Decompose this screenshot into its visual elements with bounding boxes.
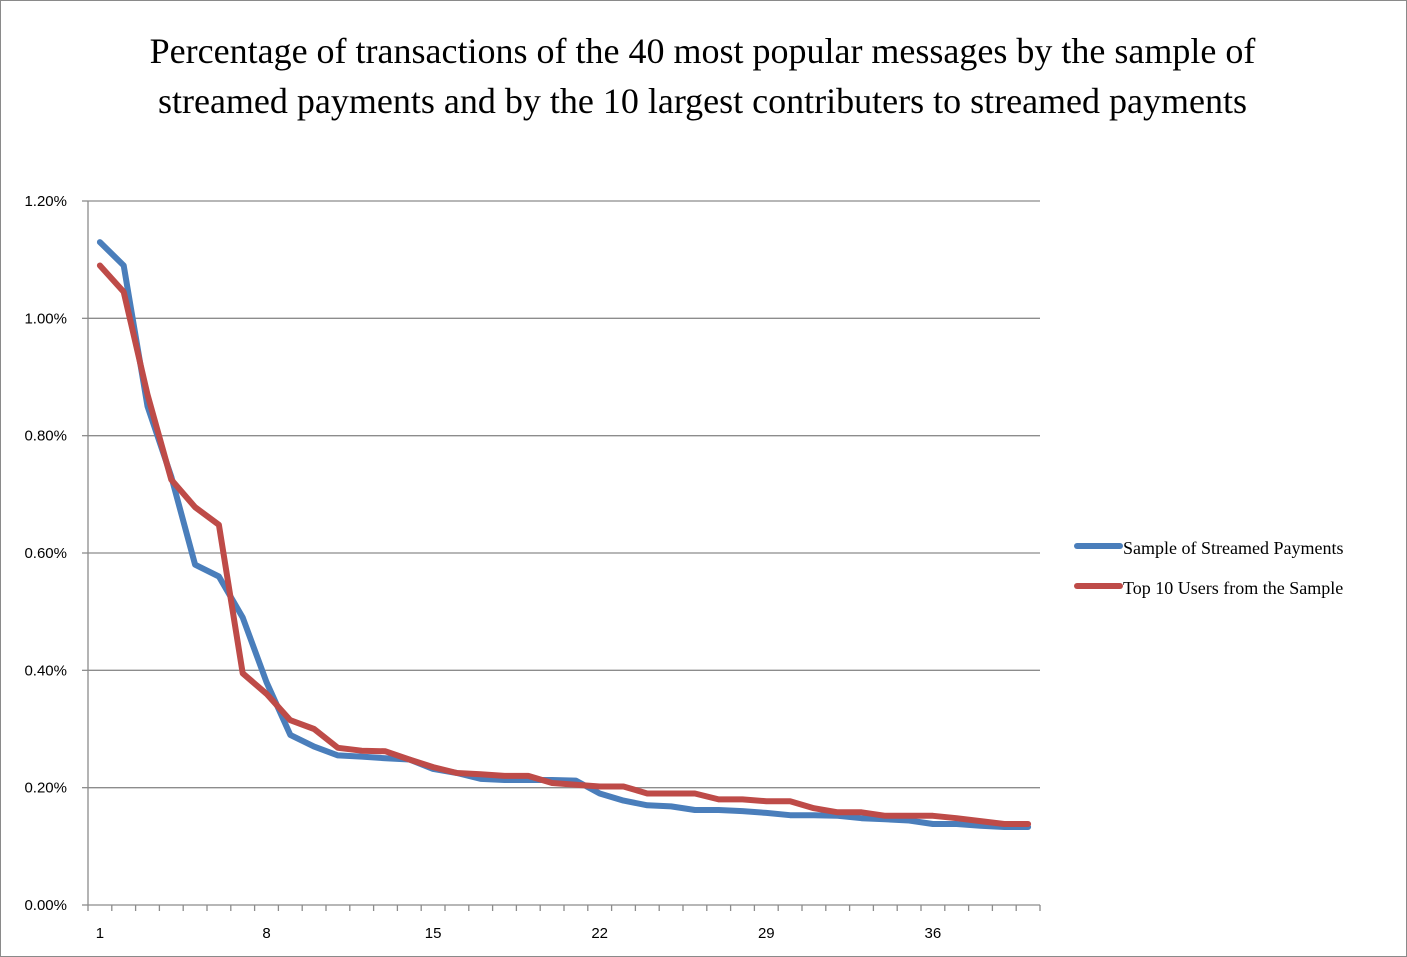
y-tick-label: 0.60% (24, 545, 67, 562)
gridlines (88, 200, 1040, 789)
axes (82, 200, 1041, 911)
x-tick-label: 1 (96, 925, 104, 942)
chart-title: Percentage of transactions of the 40 mos… (149, 31, 1256, 121)
x-tick-label: 8 (262, 925, 270, 942)
y-tick-label: 0.20% (24, 780, 67, 797)
y-tick-label: 1.20% (24, 193, 67, 210)
x-axis-tick-labels: 1 8 15 22 29 36 (96, 925, 942, 942)
y-tick-label: 0.40% (24, 662, 67, 679)
y-tick-label: 1.00% (24, 310, 67, 327)
series-line-2 (96, 262, 1032, 827)
legend-label: Top 10 Users from the Sample (1123, 578, 1343, 598)
y-axis-tick-labels: 0.00% 0.20% 0.40% 0.60% 0.80% 1.00% 1.20% (24, 193, 67, 914)
x-tick-label: 15 (425, 925, 442, 942)
y-tick-label: 0.00% (24, 897, 67, 914)
x-tick-label: 36 (925, 925, 942, 942)
x-tick-label: 22 (591, 925, 608, 942)
legend-label: Sample of Streamed Payments (1123, 538, 1343, 558)
legend: Sample of Streamed Payments Top 10 Users … (1074, 538, 1343, 598)
series-lines (96, 239, 1032, 830)
y-tick-label: 0.80% (24, 428, 67, 445)
series-line-1 (96, 239, 1032, 830)
x-tick-label: 29 (758, 925, 775, 942)
